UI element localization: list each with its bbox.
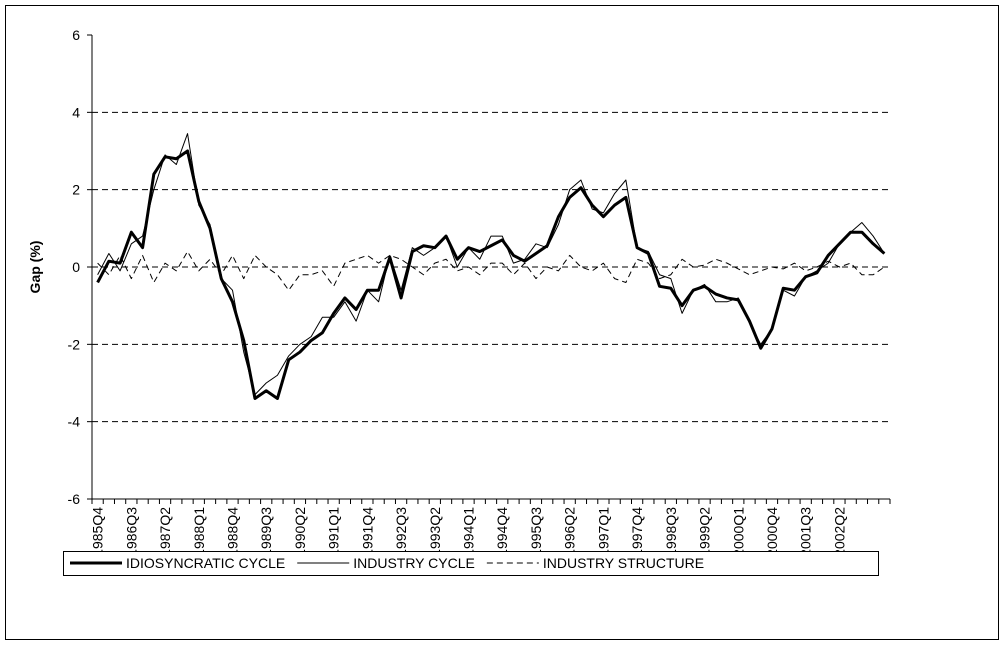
y-tick-label: -6: [68, 491, 81, 507]
y-tick-label: 6: [72, 27, 80, 43]
x-tick-label: 1985Q4: [90, 507, 106, 557]
y-tick-label: -2: [68, 336, 81, 352]
series-line: [97, 251, 885, 291]
x-tick-label: 2001Q3: [798, 507, 814, 557]
y-tick-label: 4: [72, 104, 80, 120]
x-tick-label: 1996Q2: [562, 507, 578, 557]
x-tick-label: 2000Q4: [764, 507, 780, 557]
x-tick-label: 1992Q3: [393, 507, 409, 557]
series-line: [97, 133, 885, 396]
x-tick-label: 1988Q4: [224, 507, 240, 557]
y-tick-label: -4: [68, 414, 81, 430]
x-tick-label: 1997Q4: [629, 507, 645, 557]
x-tick-label: 1991Q1: [326, 507, 342, 557]
x-tick-label: 1994Q1: [461, 507, 477, 557]
x-tick-label: 1993Q2: [427, 507, 443, 557]
y-tick-label: 0: [72, 259, 80, 275]
x-tick-label: 1995Q3: [528, 507, 544, 557]
x-tick-label: 1990Q2: [292, 507, 308, 557]
x-tick-label: 2002Q2: [831, 507, 847, 557]
legend-label: INDUSTRY CYCLE: [353, 555, 475, 571]
x-tick-label: 1986Q3: [123, 507, 139, 557]
x-tick-label: 1987Q2: [157, 507, 173, 557]
legend-label: IDIOSYNCRATIC CYCLE: [126, 555, 285, 571]
y-tick-label: 2: [72, 182, 80, 198]
x-tick-label: 1999Q2: [697, 507, 713, 557]
x-tick-label: 1997Q1: [595, 507, 611, 557]
x-tick-label: 1989Q3: [258, 507, 274, 557]
x-tick-label: 1991Q4: [359, 507, 375, 557]
legend-box: [63, 551, 879, 576]
x-tick-label: 1988Q1: [191, 507, 207, 557]
x-tick-label: 2000Q1: [730, 507, 746, 557]
y-axis-label: Gap (%): [27, 241, 43, 294]
x-tick-label: 1994Q4: [494, 507, 510, 557]
frame: [5, 5, 999, 640]
x-tick-label: 1998Q3: [663, 507, 679, 557]
legend-label: INDUSTRY STRUCTURE: [543, 555, 704, 571]
